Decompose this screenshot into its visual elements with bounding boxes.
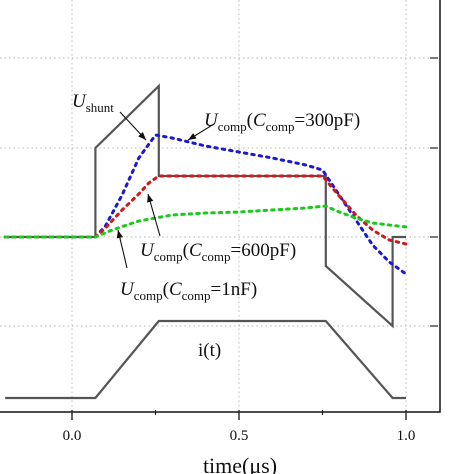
label-c: C — [189, 240, 202, 261]
label-tail: =1nF) — [211, 279, 258, 300]
label-c: C — [169, 279, 182, 300]
label-u: U — [72, 91, 87, 112]
label-it-text: i(t) — [198, 340, 221, 361]
label-sub: comp — [154, 249, 183, 264]
label-c300: Ucomp(Ccomp=300pF) — [204, 110, 360, 134]
label-u: U — [120, 279, 135, 300]
label-paren: ( — [247, 110, 253, 131]
label-c1n: Ucomp(Ccomp=1nF) — [120, 279, 257, 303]
annotation-labels: UshuntUcomp(Ccomp=300pF)Ucomp(Ccomp=600p… — [72, 91, 360, 361]
x-axis-label: time(μs) — [203, 453, 277, 474]
label-paren: ( — [163, 279, 169, 300]
annotation-arrows — [116, 111, 215, 269]
label-it: i(t) — [198, 340, 221, 361]
label-u: U — [140, 240, 155, 261]
label-sub: comp — [218, 119, 247, 134]
x-tick-label: 0.5 — [230, 428, 249, 444]
label-tail: =300pF) — [295, 110, 361, 131]
label-ushunt: Ushunt — [72, 91, 114, 115]
arrow-1nf-head — [116, 230, 123, 239]
label-c600: Ucomp(Ccomp=600pF) — [140, 240, 296, 264]
series-line-4 — [5, 319, 406, 400]
label-sub: comp — [134, 288, 163, 303]
series-line-2 — [3, 174, 408, 246]
label-sub2: comp — [202, 249, 231, 264]
series-line-1 — [3, 133, 408, 276]
arrow-600pf-head — [147, 194, 154, 203]
label-sub2: comp — [182, 288, 211, 303]
label-sub2: comp — [266, 119, 295, 134]
label-u: U — [204, 110, 219, 131]
plot-series — [3, 83, 408, 400]
x-tick-label: 1.0 — [397, 428, 416, 444]
label-sub: shunt — [86, 100, 115, 115]
axis-ticks: 0.0 0.5 1.0 — [63, 57, 438, 444]
series-line-3 — [3, 204, 408, 239]
x-tick-label: 0.0 — [63, 428, 82, 444]
arrow-300pf-head — [188, 133, 197, 140]
label-c: C — [253, 110, 266, 131]
arrow-ushunt-head — [138, 131, 146, 140]
label-tail: =600pF) — [231, 240, 297, 261]
label-paren: ( — [183, 240, 189, 261]
plot-frame — [0, 0, 441, 413]
